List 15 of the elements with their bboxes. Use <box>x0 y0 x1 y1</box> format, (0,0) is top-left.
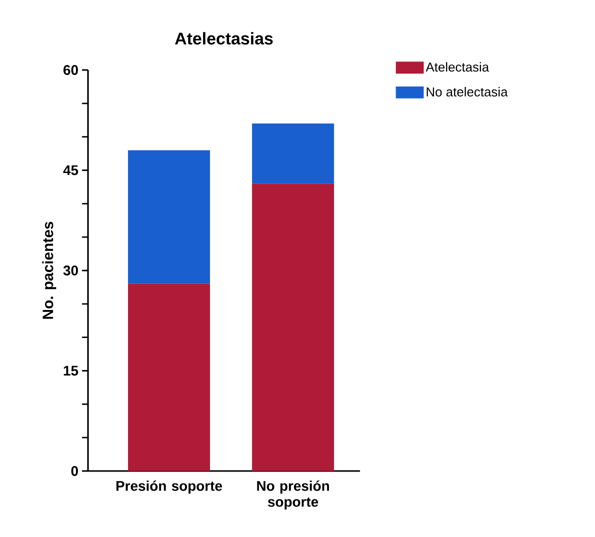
y-tick-label: 30 <box>63 266 78 276</box>
y-tick-label: 60 <box>64 65 78 75</box>
y-tick-label: 15 <box>64 366 78 376</box>
bar <box>128 284 210 471</box>
bar <box>128 150 210 284</box>
y-tick-label: 0 <box>71 466 78 476</box>
chart-title: Atelectasias <box>174 32 273 45</box>
y-tick-label: 45 <box>63 165 78 176</box>
legend-label: No atelectasia <box>426 86 508 96</box>
y-axis-title: No. pacientes <box>42 222 56 319</box>
legend-label: Atelectasia <box>426 62 490 72</box>
bar <box>252 184 334 471</box>
x-tick-label: Presión soporte <box>116 480 222 494</box>
bar <box>252 123 334 184</box>
x-tick-label: No presión soporte <box>257 480 329 510</box>
